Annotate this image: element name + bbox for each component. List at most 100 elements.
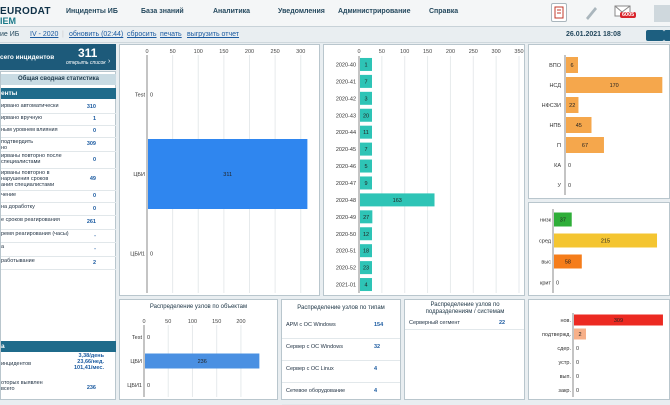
stat-label: ирвано автоматически [1,103,59,109]
total-incidents-card[interactable]: сего инцидентов 311 открыть список › [0,44,116,70]
nav-knowledge[interactable]: База знаний [141,8,184,15]
data-label: 67 [582,143,588,149]
bar [360,142,372,156]
print-link[interactable]: печать [160,31,182,38]
stat-label: а [1,244,5,250]
menu-button[interactable] [664,30,670,41]
nav-notifications[interactable]: Уведомления [278,8,325,15]
nav-admin[interactable]: Администрирование [338,8,411,15]
data-label: 22 [569,103,575,109]
section-incidents: енты [1,88,116,99]
nav-help[interactable]: Справка [429,8,459,15]
tick-label: 350 [514,49,523,55]
bar [360,176,372,190]
data-label: 11 [363,130,369,136]
stat-row: чение 0 [1,191,116,203]
nav-analytics[interactable]: Аналитика [213,8,251,15]
chart-status-panel: нов. 309 подтвержд. 2 сдер. 0 устр. 0 вып. 0 закр.… [528,299,670,400]
bar [566,57,578,73]
open-list-link[interactable]: открыть список [66,60,106,66]
tick-label: 50 [379,49,385,55]
tick-label: 200 [236,319,245,325]
top-navigation: EURODAT IEM Инциденты ИБ База знаний Ана… [0,0,670,27]
node-units-table: Распределение узлов по подразделениям / … [404,299,525,400]
category-label: крит [540,281,552,287]
tick-label: 150 [423,49,432,55]
data-label: 45 [576,123,582,129]
category-label: выс [541,260,551,266]
user-icon[interactable] [654,5,670,22]
stat-row: ным уровнем влияния 0 [1,126,116,138]
data-label: 0 [150,93,153,99]
bar [554,233,658,248]
data-label: 5 [364,164,367,170]
data-label: 7 [364,79,367,85]
edit-button[interactable] [646,30,664,41]
stat-label: ным уровнем влияния [1,127,58,133]
data-label: 0 [147,335,150,341]
period-link[interactable]: IV - 2020 [30,31,59,38]
stat-label: подтвердить но [1,139,34,151]
tick-label: 0 [145,49,148,55]
data-label: 4 [364,283,367,289]
category-label: 2020-46 [336,164,356,170]
tick-label: 150 [219,49,228,55]
category-label: П [557,143,561,149]
stat-row-rate: инцидентов 3,38/день 23,66/нед. 101,41/м… [1,353,104,371]
bar [360,159,372,173]
data-label: 309 [614,318,623,324]
category-label: 2020-47 [336,181,356,187]
stat-value: 309 [86,141,96,147]
bar [360,91,372,105]
document-icon[interactable] [551,3,567,22]
stat-label: работывание [1,258,35,264]
chart-objects-panel: 0 50 100 150 200 250 300 Test 0 ЦБИ 311 ЦБИ1 0 [119,44,320,296]
data-label: 58 [565,260,571,266]
stat-value: 0 [92,205,96,212]
data-label: 2 [578,332,581,338]
table-row: Сетевое оборудование 4 [282,385,400,405]
category-label: ВПО [549,63,562,69]
category-label: 2020-40 [336,62,356,68]
data-label: 1 [364,62,367,68]
row-value: 154 [374,322,384,328]
table-row: Серверный сегмент 22 [405,317,524,330]
stat-value: 0 [92,156,96,163]
bar [360,261,372,275]
chart-severity-panel: низк 37 сред 215 выс 58 крит 0 [528,202,670,296]
data-label: 0 [576,388,579,394]
stat-row-found: оторых выявлен всего 236 [1,380,96,392]
category-label: закр. [558,388,571,394]
category-label: 2020-48 [336,198,356,204]
report-prefix: ие ИБ [0,31,20,38]
data-label: 0 [576,346,579,352]
data-label: 12 [363,232,369,238]
stat-row: ирвано вручную 1 [1,114,116,126]
bar [148,139,308,209]
data-label: 0 [568,163,571,169]
chart-node-objects-title: Распределение узлов по объектам [149,304,248,310]
category-label: нов. [560,318,571,324]
bar [360,57,372,71]
refresh-link[interactable]: обновить (02:44) [69,31,124,38]
category-label: КА [554,163,561,169]
data-label: 236 [198,359,207,365]
stat-value: 0 [92,193,96,199]
stat-row: ирваны повторно после специалистами 0 [1,152,116,169]
reset-link[interactable]: сбросить [127,31,157,38]
tools-icon[interactable] [583,3,599,22]
datetime: 26.01.2021 18:08 [566,31,621,38]
logo: EURODAT [0,6,51,17]
category-label: устр. [558,360,571,366]
stat-row: подтвердить но 309 [1,138,116,152]
export-link[interactable]: выгрузить отчет [187,31,239,38]
category-label: 2021-01 [336,283,356,289]
tick-label: 0 [357,49,360,55]
row-value: 4 [374,388,378,394]
tick-label: 100 [400,49,409,55]
data-label: 0 [576,374,579,380]
bar [554,254,582,269]
category-label: ЦБИ1 [127,383,142,389]
nav-incidents[interactable]: Инциденты ИБ [66,8,118,15]
stat-label: ирваны повторно после специалистами [1,153,62,165]
